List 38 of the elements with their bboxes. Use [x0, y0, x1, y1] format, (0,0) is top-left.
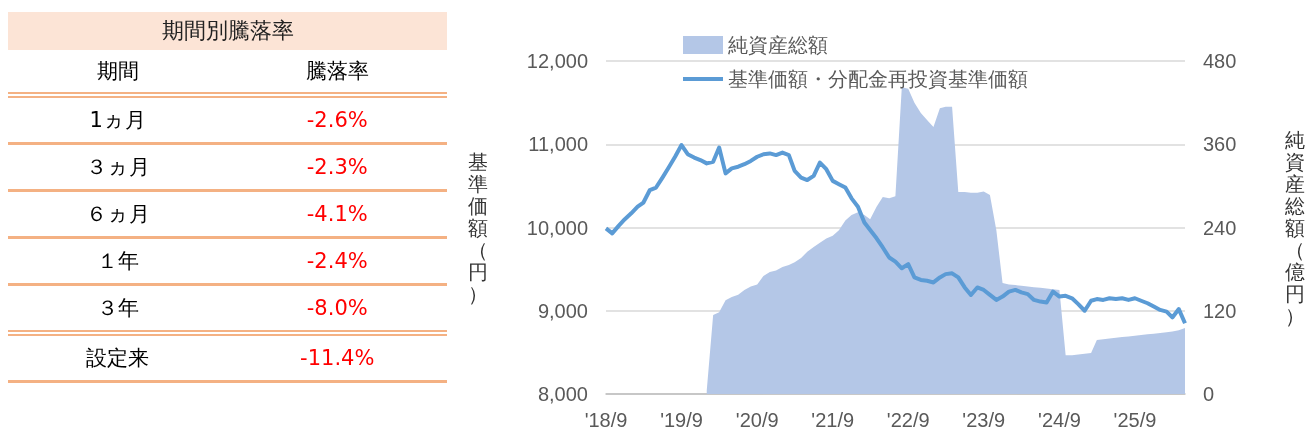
x-tick-label: '18/9 [584, 409, 628, 431]
text: ３年 [8, 284, 228, 333]
x-tick-label: '20/9 [735, 409, 779, 431]
x-tick-label: '21/9 [811, 409, 855, 431]
text: 純資産総額（億円） [1285, 128, 1305, 327]
x-tick-label: '24/9 [1038, 409, 1081, 431]
y2-tick-label: 360 [1203, 133, 1237, 156]
y2-tick-label: 480 [1203, 50, 1237, 72]
text: ６ヵ月 [8, 190, 228, 238]
x-tick-label: '25/9 [1113, 409, 1157, 431]
text: 期間 [8, 50, 228, 95]
x-tick-label: '19/9 [660, 409, 703, 431]
y-tick-label: 8,000 [537, 383, 588, 405]
text: -2.6% [227, 95, 447, 144]
y-axis-title: 基準価額（円） [468, 150, 488, 305]
text: -2.4% [227, 237, 447, 285]
legend-label: 純資産総額 [728, 34, 828, 56]
text: -11.4% [227, 333, 447, 382]
text: ３ヵ月 [8, 143, 228, 191]
text: -4.1% [227, 190, 447, 238]
text: 設定来 [8, 333, 228, 382]
line-series [604, 143, 1187, 326]
text: 騰落率 [227, 50, 447, 95]
y-tick-label: 12,000 [526, 50, 588, 72]
text: 1ヵ月 [8, 95, 228, 144]
y2-tick-label: 240 [1203, 216, 1237, 239]
legend-label: 基準価額・分配金再投資基準価額 [728, 68, 1028, 90]
y-tick-label: 9,000 [537, 299, 588, 322]
text: -2.3% [227, 143, 447, 191]
text: 期間別騰落率 [8, 12, 447, 50]
y2-tick-label: 0 [1203, 383, 1215, 405]
y-tick-label: 10,000 [526, 216, 588, 239]
y2-tick-label: 120 [1203, 299, 1237, 322]
x-tick-label: '22/9 [886, 409, 930, 431]
text: -8.0% [227, 284, 447, 333]
text: １年 [8, 237, 228, 285]
y-tick-label: 11,000 [528, 133, 588, 156]
x-tick-label: '23/9 [962, 409, 1006, 431]
